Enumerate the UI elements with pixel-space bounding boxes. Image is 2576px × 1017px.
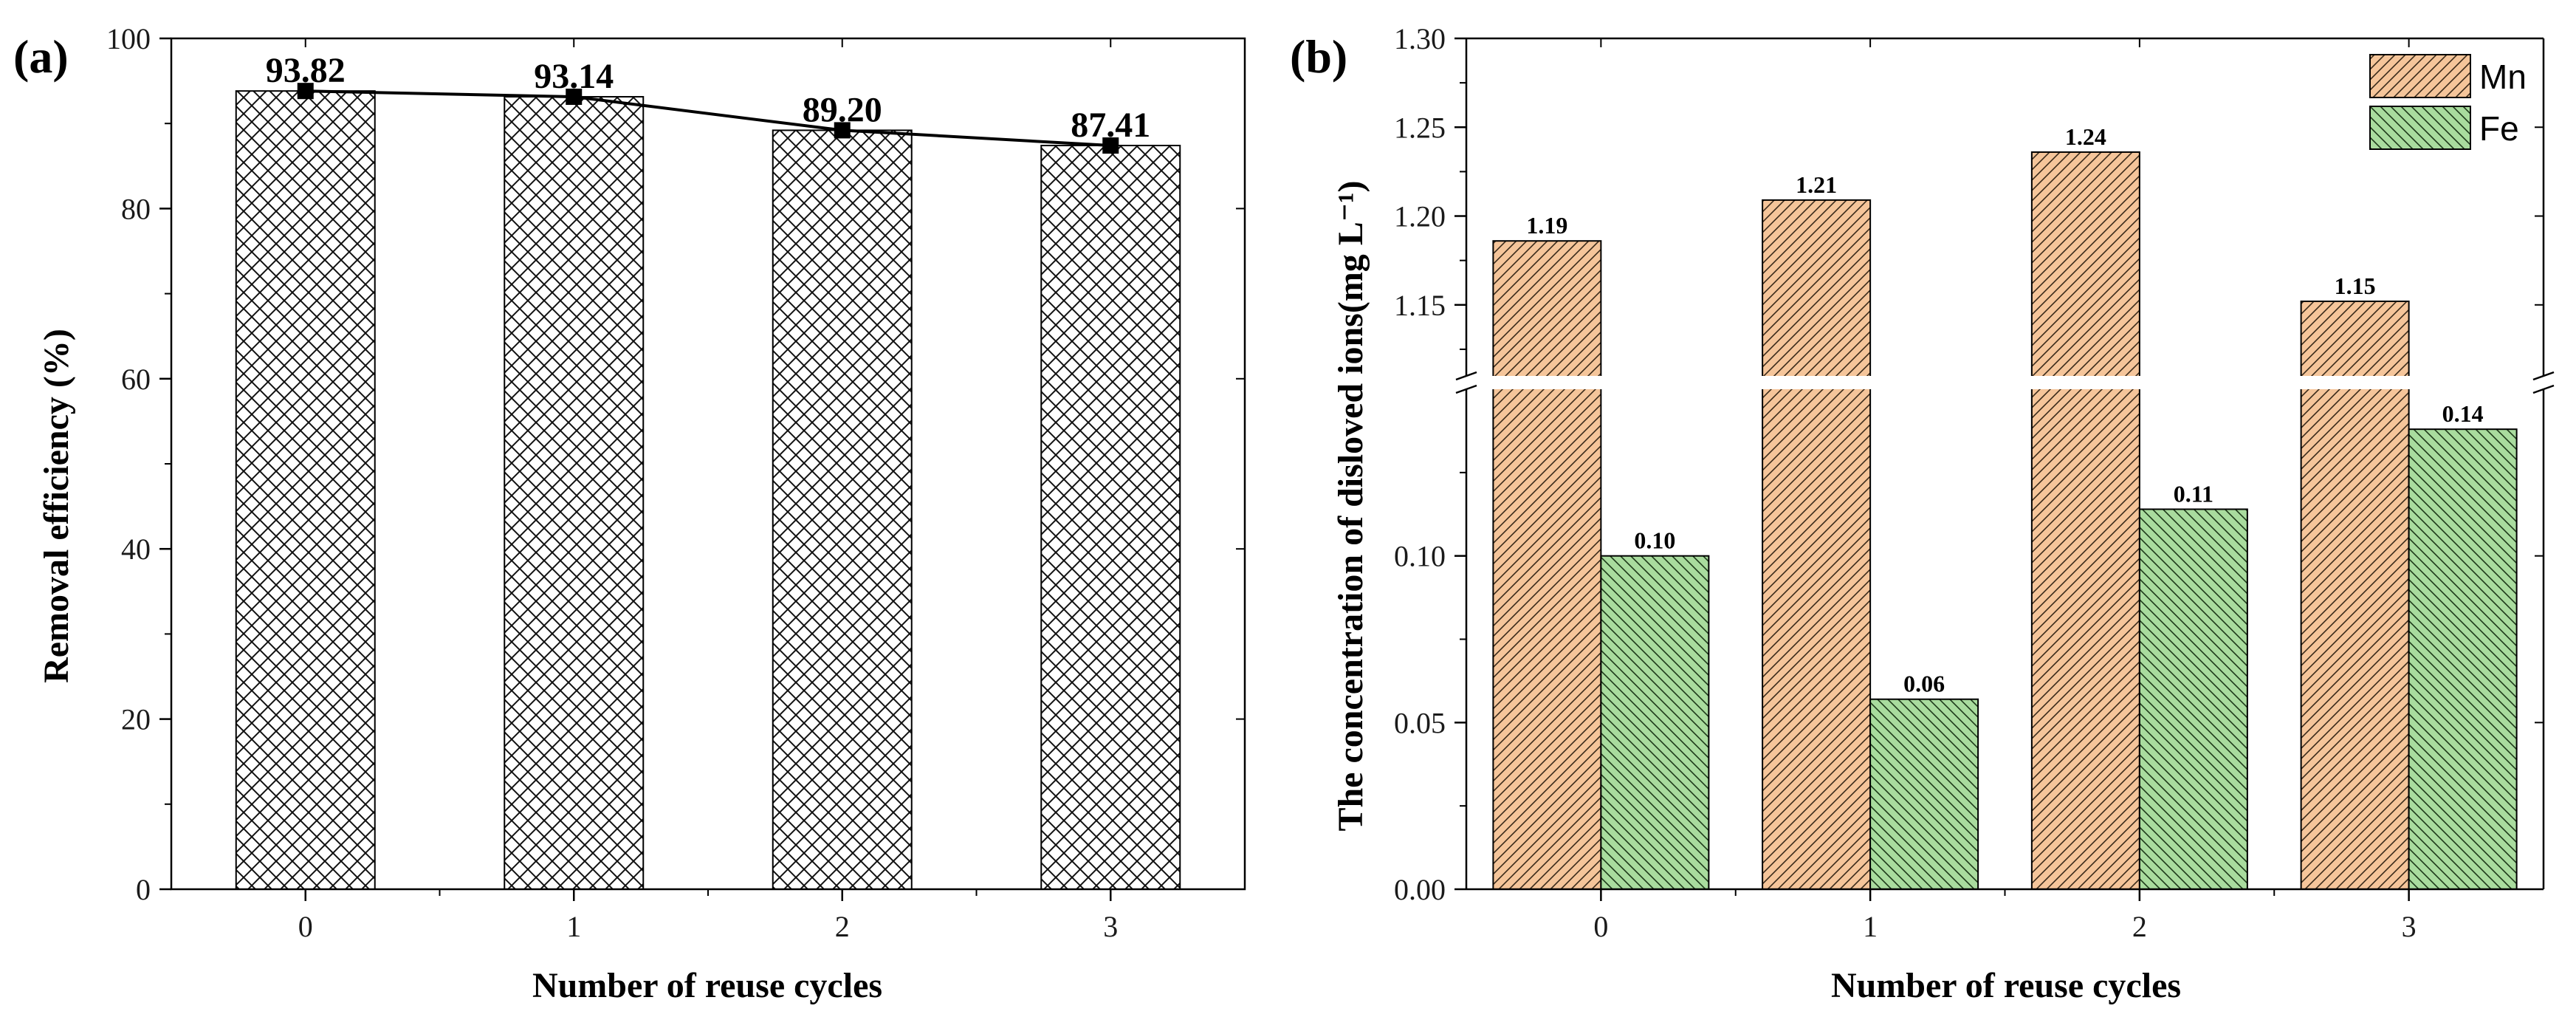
panel-a-y-axis-title: Removal efficiency (%)	[37, 329, 76, 683]
legend-swatch-mn	[2369, 54, 2471, 98]
bar-cycle-3	[1040, 145, 1181, 890]
panel-a-data-labels: 93.82 93.14 89.20 87.41	[266, 51, 1151, 145]
data-label-mn-cycle-1: 1.21	[1796, 171, 1837, 198]
data-label-cycle-2: 89.20	[803, 90, 882, 129]
data-label-fe-cycle-3: 0.14	[2442, 400, 2484, 427]
trend-marker-cycle-1	[566, 89, 583, 106]
data-label-fe-cycle-1: 0.06	[1903, 671, 1945, 697]
bar-mn-cycle-1	[1762, 199, 1872, 890]
y-tick-label-0.10: 0.10	[1394, 540, 1446, 573]
panel-a-x-axis-title: Number of reuse cycles	[532, 966, 882, 1005]
y-tick-label-40: 40	[121, 533, 151, 566]
data-label-cycle-0: 93.82	[266, 51, 346, 90]
y-tick-label-0.00: 0.00	[1394, 873, 1446, 906]
trend-marker-cycle-2	[834, 122, 851, 139]
y-tick-label-1.30: 1.30	[1394, 22, 1446, 55]
trend-marker-cycle-3	[1102, 137, 1119, 154]
axis-break-gap	[1444, 376, 2566, 389]
data-label-mn-cycle-0: 1.19	[1526, 212, 1567, 239]
x-tick-label-1: 1	[566, 910, 581, 943]
x-tick-label-2: 2	[835, 910, 850, 943]
trend-line	[305, 89, 1111, 148]
x-tick-label-0: 0	[298, 910, 313, 943]
bar-mn-cycle-3	[2300, 300, 2410, 890]
data-label-cycle-3: 87.41	[1071, 106, 1150, 145]
legend-label-fe: Fe	[2479, 109, 2519, 148]
axis-break-mark-upper-0	[1455, 371, 1477, 381]
bar-cycle-2	[772, 129, 913, 890]
y-tick-label-60: 60	[121, 363, 151, 396]
panel-b-data-labels: 1.19 0.10 1.21 0.06 1.24 0.11 1.15 0.14	[1526, 123, 2483, 697]
bar-fe-cycle-1	[1869, 698, 1979, 890]
data-label-fe-cycle-0: 0.10	[1634, 527, 1675, 554]
bar-mn-cycle-0	[1492, 240, 1602, 890]
trend-marker-cycle-0	[297, 83, 314, 100]
panel-b-y-axis-title: The concentration of disloved ions(mg L⁻…	[1331, 180, 1370, 831]
y-tick-label-80: 80	[121, 192, 151, 225]
y-tick-label-1.15: 1.15	[1394, 289, 1446, 322]
panel-a-x-axis: 0 1 2 3	[298, 38, 1118, 943]
x-tick-label-3: 3	[2402, 910, 2417, 943]
panel-a-y-axis: 0 20 40 60 80 100	[106, 22, 1245, 906]
x-tick-label-1: 1	[1863, 910, 1878, 943]
panel-a-bars	[235, 90, 1181, 890]
panel-a-trend-line	[297, 83, 1119, 154]
y-tick-label-0: 0	[136, 873, 151, 906]
panel-b-legend: Mn Fe	[2369, 54, 2527, 150]
y-tick-label-1.25: 1.25	[1394, 111, 1446, 144]
panel-a-label: (a)	[13, 30, 69, 83]
legend-swatch-fe	[2369, 106, 2471, 150]
bar-mn-cycle-2	[2030, 151, 2140, 891]
axis-break-mark-upper-1	[2532, 371, 2555, 381]
y-tick-label-1.20: 1.20	[1394, 200, 1446, 233]
bar-fe-cycle-2	[2138, 508, 2248, 890]
x-tick-label-2: 2	[2132, 910, 2147, 943]
bar-fe-cycle-0	[1600, 555, 1710, 891]
panel-b-y-axis: 0.00 0.05 0.10 1.15 1.20 1.25 1.30	[1394, 22, 2544, 906]
x-tick-label-0: 0	[1593, 910, 1608, 943]
x-tick-label-3: 3	[1103, 910, 1118, 943]
bar-cycle-0	[235, 90, 376, 890]
panel-b-x-axis-title: Number of reuse cycles	[1831, 966, 2181, 1005]
panel-b: (b) 0.00 0.05 0.10 1.15 1.20 1.25 1.30 0 1 2 3 1.…	[1290, 22, 2566, 1005]
data-label-mn-cycle-3: 1.15	[2335, 273, 2376, 299]
axis-break-mark-lower-0	[1455, 384, 1477, 394]
panel-a: (a) 0 20 40 60 80 100 0 1 2 3 93.82 93.14 89.20 87.…	[13, 22, 1246, 1005]
data-label-fe-cycle-2: 0.11	[2174, 480, 2213, 507]
bar-cycle-1	[504, 96, 645, 890]
y-tick-label-0.05: 0.05	[1394, 706, 1446, 739]
data-label-mn-cycle-2: 1.24	[2065, 123, 2106, 150]
panel-b-x-axis: 0 1 2 3	[1593, 38, 2417, 943]
legend-label-mn: Mn	[2479, 58, 2527, 96]
y-tick-label-20: 20	[121, 703, 151, 736]
axis-break-mark-lower-1	[2532, 384, 2555, 394]
bar-fe-cycle-3	[2408, 428, 2518, 890]
panel-b-label: (b)	[1290, 30, 1347, 83]
y-tick-label-100: 100	[106, 22, 151, 55]
data-label-cycle-1: 93.14	[534, 57, 614, 96]
panel-b-bars	[1492, 151, 2518, 891]
